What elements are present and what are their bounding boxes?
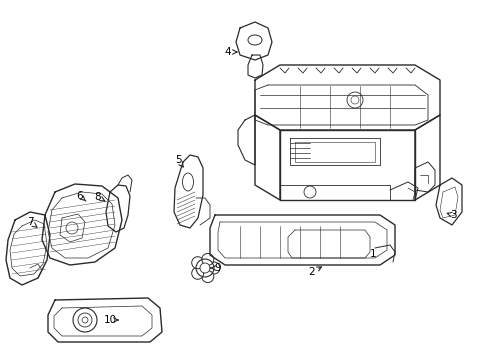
Circle shape bbox=[202, 253, 213, 265]
Text: 4: 4 bbox=[224, 47, 231, 57]
Circle shape bbox=[207, 262, 220, 274]
Text: 1: 1 bbox=[369, 249, 376, 259]
Text: 7: 7 bbox=[27, 217, 33, 227]
Circle shape bbox=[191, 267, 203, 279]
Text: 10: 10 bbox=[103, 315, 116, 325]
Text: 2: 2 bbox=[308, 267, 315, 277]
Text: 9: 9 bbox=[214, 263, 221, 273]
Text: 6: 6 bbox=[77, 191, 83, 201]
Text: 5: 5 bbox=[174, 155, 181, 165]
Circle shape bbox=[191, 257, 203, 269]
Text: 3: 3 bbox=[449, 210, 455, 220]
Circle shape bbox=[202, 271, 213, 283]
Circle shape bbox=[200, 263, 209, 273]
Text: 8: 8 bbox=[95, 192, 101, 202]
